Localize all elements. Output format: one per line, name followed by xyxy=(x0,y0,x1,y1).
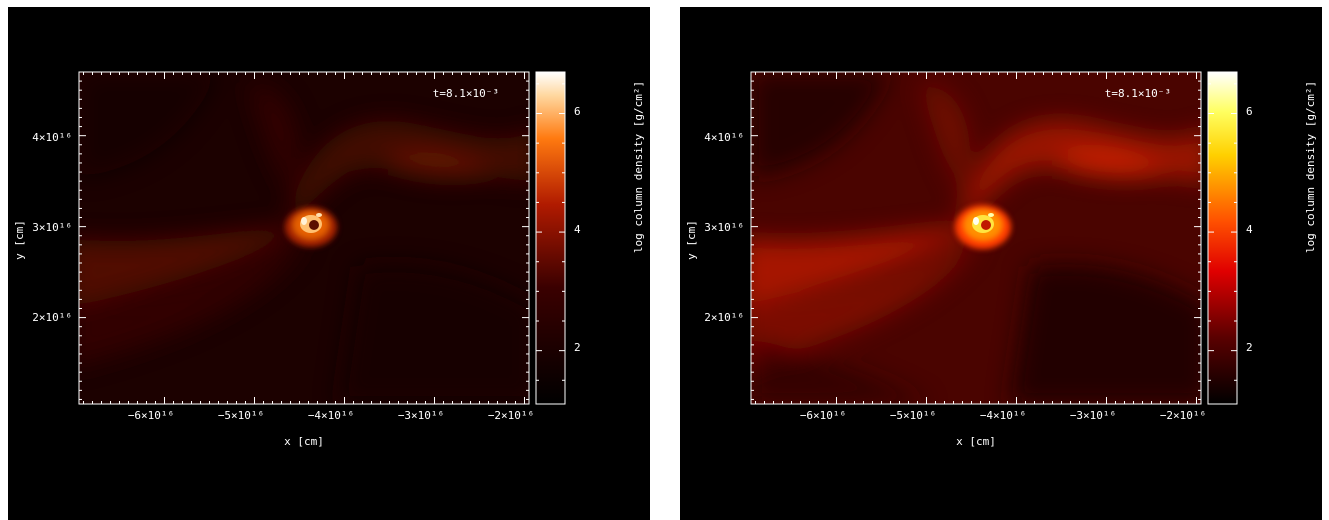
x-tick-label: −2×10¹⁶ xyxy=(488,409,534,422)
colorbar-tick-label: 2 xyxy=(574,341,581,354)
left-figure-panel: t=8.1×10⁻³ −6×10¹⁶ −5×10¹⁶ −4×10¹⁶ −3×10… xyxy=(8,7,650,520)
x-tick-label: −6×10¹⁶ xyxy=(800,409,846,422)
plot-frame xyxy=(78,71,530,405)
y-tick-label: 4×10¹⁶ xyxy=(32,131,72,144)
colorbar-label: log column density [g/cm²] xyxy=(632,81,645,253)
colorbar xyxy=(536,72,565,404)
y-tick-label: 3×10¹⁶ xyxy=(704,221,744,234)
colorbar-tick-label: 6 xyxy=(1246,105,1253,118)
density-field xyxy=(79,72,529,404)
y-tick-label: 4×10¹⁶ xyxy=(704,131,744,144)
density-field xyxy=(751,72,1201,404)
time-label: t=8.1×10⁻³ xyxy=(433,87,499,100)
x-tick-label: −4×10¹⁶ xyxy=(980,409,1026,422)
plot-frame xyxy=(750,71,1202,405)
right-chart: t=8.1×10⁻³ −6×10¹⁶ −5×10¹⁶ −4×10¹⁶ −3×10… xyxy=(685,71,1317,448)
colorbar-tick-label: 4 xyxy=(1246,223,1253,236)
y-tick-label: 2×10¹⁶ xyxy=(704,311,744,324)
x-tick-label: −3×10¹⁶ xyxy=(398,409,444,422)
x-tick-label: −6×10¹⁶ xyxy=(128,409,174,422)
colorbar-frame xyxy=(1207,71,1238,405)
y-tick-label: 2×10¹⁶ xyxy=(32,311,72,324)
colorbar-tick-label: 6 xyxy=(574,105,581,118)
y-axis-label: y [cm] xyxy=(685,220,698,260)
left-chart: t=8.1×10⁻³ −6×10¹⁶ −5×10¹⁶ −4×10¹⁶ −3×10… xyxy=(13,71,645,448)
colorbar-tick-label: 4 xyxy=(574,223,581,236)
y-axis-label: y [cm] xyxy=(13,220,26,260)
time-label: t=8.1×10⁻³ xyxy=(1105,87,1171,100)
y-tick-label: 3×10¹⁶ xyxy=(32,221,72,234)
x-tick-label: −3×10¹⁶ xyxy=(1070,409,1116,422)
right-figure-panel: t=8.1×10⁻³ −6×10¹⁶ −5×10¹⁶ −4×10¹⁶ −3×10… xyxy=(680,7,1322,520)
colorbar xyxy=(1208,72,1237,404)
x-tick-label: −4×10¹⁶ xyxy=(308,409,354,422)
x-tick-label: −5×10¹⁶ xyxy=(890,409,936,422)
colorbar-frame xyxy=(535,71,566,405)
x-tick-label: −2×10¹⁶ xyxy=(1160,409,1206,422)
x-axis-label: x [cm] xyxy=(956,435,996,448)
x-axis-label: x [cm] xyxy=(284,435,324,448)
colorbar-tick-label: 2 xyxy=(1246,341,1253,354)
colorbar-label: log column density [g/cm²] xyxy=(1304,81,1317,253)
x-tick-label: −5×10¹⁶ xyxy=(218,409,264,422)
